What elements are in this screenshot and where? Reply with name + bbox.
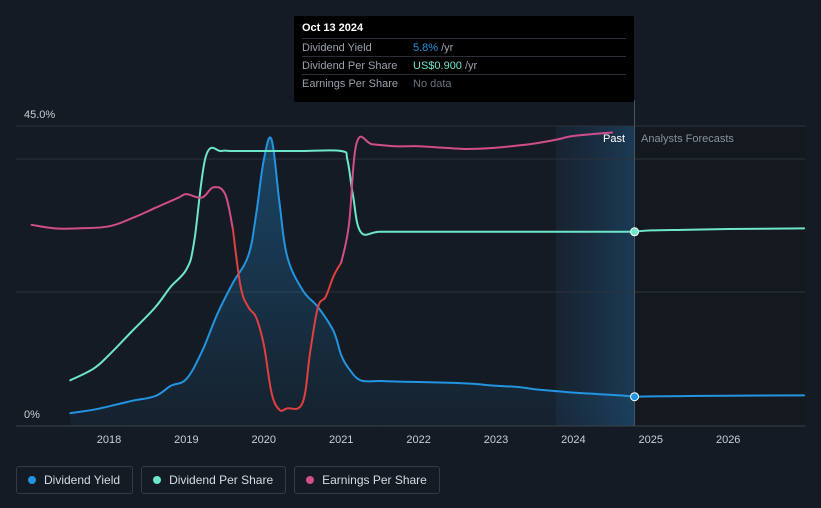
forecast-markers <box>630 227 640 402</box>
past-label: Past <box>603 133 625 145</box>
x-tick-label: 2024 <box>561 434 585 446</box>
tooltip-label: Earnings Per Share <box>302 77 398 90</box>
tooltip-value: No data <box>413 77 452 90</box>
dividend-per-share-forecast-line <box>633 227 806 233</box>
dividend-yield-forecast-line <box>633 394 806 398</box>
tooltip-unit: /yr <box>441 41 454 54</box>
tooltip-date: Oct 13 2024 <box>302 22 364 34</box>
tooltip-row-earnings-per-share: Earnings Per Share No data <box>302 74 626 92</box>
past-shaded-region <box>555 126 635 426</box>
y-label-bottom: 0% <box>24 409 40 421</box>
x-axis-ticks: 2018 2019 2020 2021 2022 2023 2024 2025 2026 <box>97 434 741 446</box>
tooltip-value: US$0.900 <box>413 59 462 72</box>
legend-label: Dividend Yield <box>44 473 121 487</box>
x-tick-label: 2022 <box>406 434 430 446</box>
legend-dot-icon <box>306 476 315 484</box>
tooltip-label: Dividend Yield <box>302 41 372 54</box>
tooltip: Oct 13 2024 Dividend Yield 5.8%/yr Divid… <box>294 16 634 102</box>
tooltip-row-dividend-yield: Dividend Yield 5.8%/yr <box>302 38 626 56</box>
x-tick-label: 2021 <box>329 434 353 446</box>
legend-dot-icon <box>153 476 162 484</box>
earnings-per-share-line <box>340 131 614 264</box>
legend-dot-icon <box>28 476 36 484</box>
x-tick-label: 2026 <box>716 434 740 446</box>
tooltip-row-dividend-per-share: Dividend Per Share US$0.900/yr <box>302 56 626 74</box>
legend-earnings-per-share[interactable]: Earnings Per Share <box>294 466 440 494</box>
x-tick-label: 2025 <box>639 434 663 446</box>
y-label-top: 45.0% <box>24 109 55 121</box>
legend: Dividend Yield Dividend Per Share Earnin… <box>16 466 440 494</box>
legend-dividend-per-share[interactable]: Dividend Per Share <box>141 466 287 494</box>
earnings-per-share-line-dip <box>231 227 343 412</box>
dividend-per-share-marker <box>630 227 640 237</box>
x-tick-label: 2020 <box>252 434 276 446</box>
dividend-yield-line <box>69 136 636 415</box>
dividend-yield-area <box>70 137 635 426</box>
tooltip-value: 5.8% <box>413 41 439 54</box>
x-tick-label: 2018 <box>97 434 121 446</box>
forecast-region <box>634 126 805 426</box>
x-tick-label: 2023 <box>484 434 508 446</box>
earnings-per-share-line <box>30 186 234 230</box>
tooltip-label: Dividend Per Share <box>302 59 398 72</box>
legend-label: Dividend Per Share <box>169 473 274 487</box>
dividend-per-share-line <box>69 146 636 382</box>
forecast-label: Analysts Forecasts <box>641 133 734 145</box>
legend-label: Earnings Per Share <box>322 473 427 487</box>
legend-dividend-yield[interactable]: Dividend Yield <box>16 466 134 494</box>
dividend-yield-marker <box>630 392 640 402</box>
series-layer <box>30 131 806 415</box>
tooltip-unit: /yr <box>464 59 478 72</box>
x-tick-label: 2019 <box>174 434 198 446</box>
